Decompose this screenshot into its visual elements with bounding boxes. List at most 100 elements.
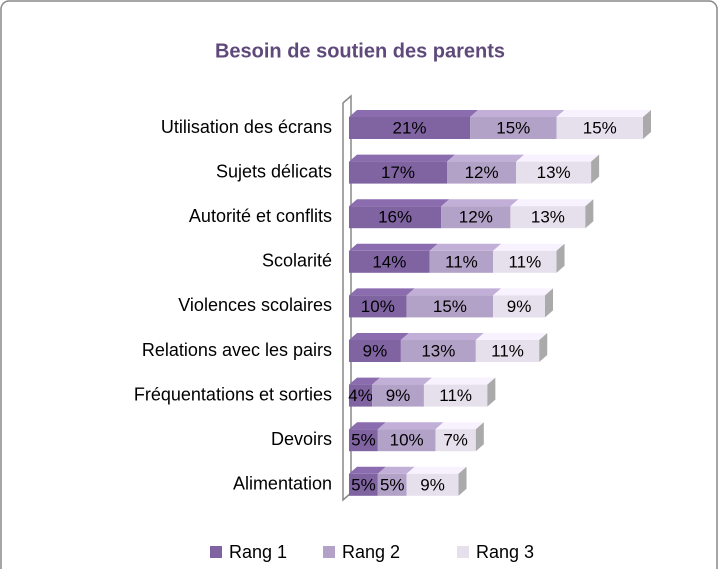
- category-label: Violences scolaires: [178, 295, 332, 315]
- bar-top: [475, 333, 548, 340]
- bar-side: [556, 243, 565, 273]
- bar-top: [349, 377, 381, 385]
- value-label: 14%: [372, 252, 406, 271]
- bar-side: [458, 466, 467, 496]
- bar-side: [643, 110, 651, 139]
- bar: [510, 206, 586, 229]
- bar-side: [539, 333, 548, 362]
- bar: [349, 117, 471, 139]
- bar-top: [435, 422, 484, 430]
- bar-top: [372, 377, 432, 385]
- value-label: 5%: [351, 431, 376, 450]
- category-label: Relations avec les pairs: [142, 340, 332, 360]
- value-label: 7%: [443, 431, 468, 450]
- bar: [406, 295, 494, 318]
- bar-side: [545, 288, 553, 318]
- bar-top: [470, 110, 565, 117]
- bar: [516, 161, 592, 184]
- bar: [400, 340, 476, 362]
- category-label: Autorité et conflits: [189, 206, 332, 226]
- bar: [349, 295, 407, 318]
- bar-top: [349, 333, 409, 340]
- bar-side: [591, 154, 600, 184]
- bar: [377, 473, 407, 496]
- bar: [441, 206, 511, 229]
- bar-side: [475, 422, 484, 452]
- bar: [470, 117, 557, 139]
- value-label: 9%: [363, 341, 388, 360]
- bar-top: [423, 377, 496, 385]
- legend-swatch: [210, 546, 222, 558]
- bar: [349, 161, 447, 184]
- value-label: 21%: [393, 118, 427, 137]
- legend-swatch: [457, 546, 469, 558]
- bar-top: [516, 154, 600, 162]
- bar-top: [400, 333, 484, 340]
- bar-top: [349, 199, 450, 207]
- value-label: 10%: [361, 297, 395, 316]
- bar: [349, 384, 373, 407]
- bar: [493, 250, 557, 273]
- value-label: 15%: [583, 118, 617, 137]
- bar: [377, 429, 436, 452]
- bar-top: [441, 199, 519, 207]
- bar: [349, 206, 442, 229]
- bar-side: [487, 377, 496, 407]
- value-label: 9%: [420, 475, 445, 494]
- value-label: 4%: [348, 386, 373, 405]
- bar-top: [447, 154, 525, 162]
- value-label: 11%: [445, 252, 478, 271]
- value-label: 10%: [390, 431, 424, 450]
- bar: [423, 384, 488, 407]
- value-label: 11%: [508, 252, 541, 271]
- bar-top: [349, 110, 479, 117]
- bar: [475, 340, 540, 362]
- bar: [349, 429, 378, 452]
- bar-top: [556, 110, 651, 117]
- bar-top: [493, 288, 553, 296]
- category-label: Utilisation des écrans: [161, 117, 332, 137]
- bar-top: [406, 288, 502, 296]
- bar: [556, 117, 643, 139]
- bar-top: [429, 243, 502, 251]
- legend-label: Rang 1: [229, 542, 287, 562]
- value-label: 13%: [531, 208, 565, 227]
- value-label: 5%: [380, 475, 405, 494]
- bar: [349, 250, 430, 273]
- value-label: 13%: [537, 163, 571, 182]
- bar-top: [349, 422, 386, 430]
- value-label: 12%: [465, 163, 499, 182]
- value-label: 11%: [491, 341, 524, 360]
- bar-top: [349, 154, 455, 162]
- category-label: Devoirs: [271, 429, 332, 449]
- legend-label: Rang 3: [476, 542, 534, 562]
- value-label: 11%: [439, 386, 472, 405]
- bar-top: [493, 243, 565, 251]
- bar-top: [510, 199, 594, 207]
- bar-top: [406, 466, 467, 474]
- value-label: 9%: [386, 386, 411, 405]
- category-label: Sujets délicats: [216, 161, 332, 181]
- bar: [435, 429, 476, 452]
- bar: [349, 473, 378, 496]
- bar: [372, 384, 424, 407]
- category-label: Scolarité: [262, 251, 332, 271]
- category-label: Alimentation: [233, 474, 332, 494]
- bar: [406, 473, 459, 496]
- value-label: 15%: [433, 297, 467, 316]
- bar: [447, 161, 517, 184]
- legend-swatch: [323, 546, 335, 558]
- category-label: Fréquentations et sorties: [134, 384, 332, 404]
- value-label: 16%: [378, 208, 412, 227]
- bar-top: [377, 422, 444, 430]
- legend-label: Rang 2: [342, 542, 400, 562]
- bar: [493, 295, 545, 318]
- value-label: 12%: [459, 208, 493, 227]
- bar: [349, 340, 401, 362]
- bar-top: [349, 288, 415, 296]
- value-label: 5%: [351, 475, 376, 494]
- bar-top: [349, 243, 438, 251]
- value-label: 17%: [381, 163, 415, 182]
